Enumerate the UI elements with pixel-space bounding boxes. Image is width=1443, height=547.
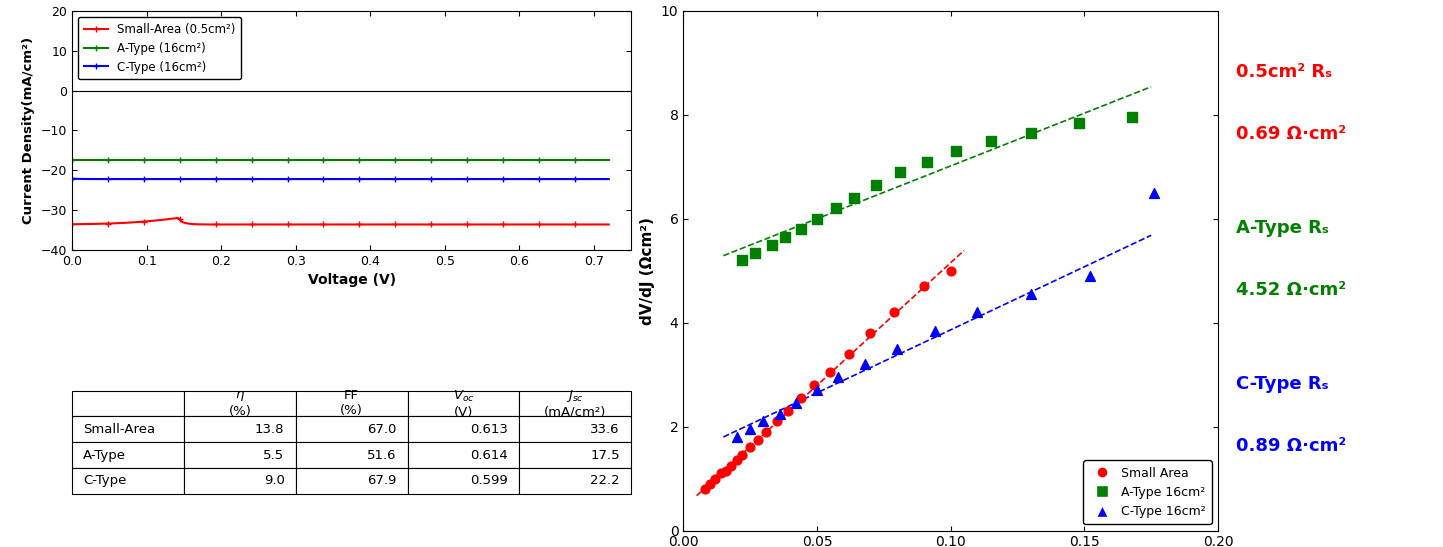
Point (805, 214, 828, 223)
Point (883, 308, 906, 317)
Text: 0.69 Ω·cm²: 0.69 Ω·cm² (1235, 125, 1346, 143)
Point (726, 433, 749, 441)
Point (776, 407, 799, 416)
Point (1121, 113, 1144, 122)
Point (824, 204, 847, 213)
Point (784, 399, 807, 408)
Point (802, 381, 825, 389)
Point (760, 240, 784, 249)
Point (843, 194, 866, 202)
Point (714, 467, 737, 475)
Point (1019, 129, 1042, 137)
Point (789, 394, 812, 403)
Point (939, 266, 962, 275)
Point (755, 428, 778, 437)
Point (859, 329, 882, 337)
Point (746, 435, 769, 444)
Text: 4.52 Ω·cm²: 4.52 Ω·cm² (1235, 281, 1346, 299)
Point (768, 409, 791, 418)
Point (827, 373, 850, 382)
Text: 0.5cm² Rₛ: 0.5cm² Rₛ (1235, 63, 1332, 81)
Point (912, 282, 935, 291)
Point (709, 469, 732, 478)
Point (726, 456, 749, 465)
Point (693, 485, 716, 493)
Point (980, 136, 1003, 145)
Legend: Small-Area (0.5cm²), A-Type (16cm²), C-Type (16cm²): Small-Area (0.5cm²), A-Type (16cm²), C-T… (78, 17, 241, 79)
Point (1068, 118, 1091, 127)
Point (745, 248, 768, 257)
Point (730, 451, 753, 459)
Point (864, 181, 887, 189)
Point (698, 479, 722, 488)
Point (1078, 271, 1101, 280)
Point (1143, 188, 1166, 197)
Text: 0.89 Ω·cm²: 0.89 Ω·cm² (1235, 437, 1346, 455)
Point (739, 425, 762, 434)
Point (889, 167, 912, 176)
Point (773, 232, 797, 241)
X-axis label: Voltage (V): Voltage (V) (307, 274, 395, 287)
Point (730, 256, 753, 265)
Point (752, 417, 775, 426)
Point (854, 360, 877, 369)
Point (886, 345, 909, 353)
Point (789, 225, 812, 234)
Point (765, 417, 788, 426)
Point (965, 308, 988, 317)
Point (720, 461, 743, 470)
Text: A-Type Rₛ: A-Type Rₛ (1235, 219, 1329, 237)
Point (1019, 290, 1042, 299)
Point (739, 443, 762, 452)
Legend: Small Area, A-Type 16cm², C-Type 16cm²: Small Area, A-Type 16cm², C-Type 16cm² (1084, 461, 1212, 525)
Point (805, 386, 828, 394)
Point (924, 326, 947, 335)
Point (945, 147, 968, 155)
Point (704, 474, 727, 483)
Point (818, 368, 841, 376)
Point (837, 350, 860, 358)
Text: C-Type Rₛ: C-Type Rₛ (1235, 375, 1328, 393)
Y-axis label: Current Density(mA/cm²): Current Density(mA/cm²) (22, 37, 36, 224)
Y-axis label: dV/dJ (Ωcm²): dV/dJ (Ωcm²) (641, 217, 655, 325)
Point (915, 158, 938, 166)
